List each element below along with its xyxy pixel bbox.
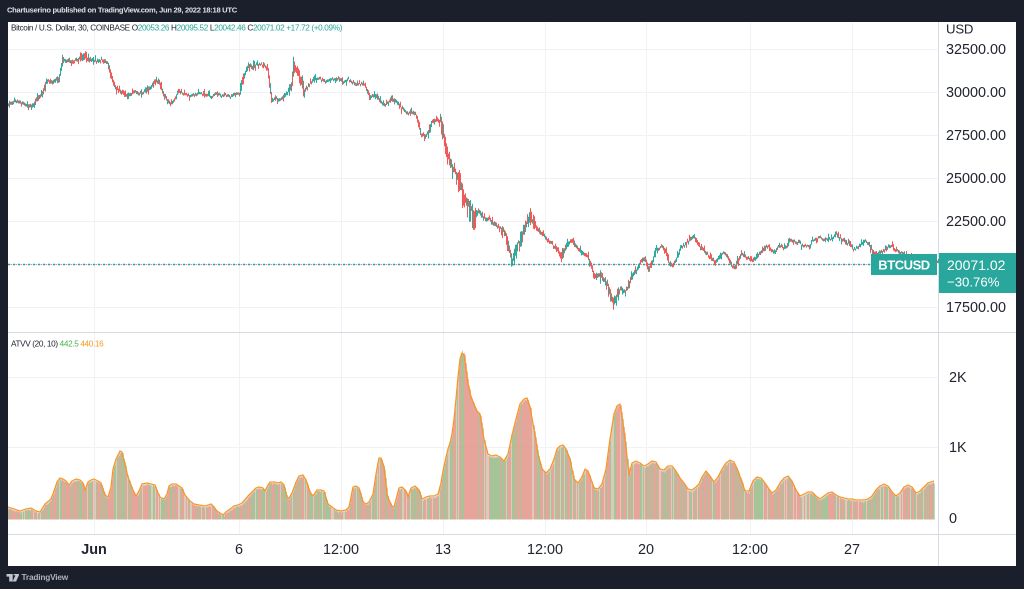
svg-text:2K: 2K: [949, 370, 967, 386]
svg-text:−30.76%: −30.76%: [947, 275, 1000, 290]
svg-text:6: 6: [235, 542, 243, 558]
svg-text:27: 27: [844, 542, 860, 558]
svg-text:ATVV (20, 10) 442.5 440.16: ATVV (20, 10) 442.5 440.16: [11, 340, 104, 349]
svg-text:12:00: 12:00: [527, 542, 563, 558]
svg-text:USD: USD: [946, 22, 973, 37]
svg-text:12:00: 12:00: [323, 542, 359, 558]
svg-text:20: 20: [638, 542, 654, 558]
svg-text:12:00: 12:00: [732, 542, 768, 558]
svg-text:30000.00: 30000.00: [946, 85, 1006, 101]
svg-text:BTCUSD: BTCUSD: [878, 258, 930, 273]
svg-text:13: 13: [435, 542, 451, 558]
svg-text:Jun: Jun: [81, 542, 107, 558]
svg-text:Chartuserino published on Trad: Chartuserino published on TradingView.co…: [7, 6, 238, 15]
svg-text:17500.00: 17500.00: [946, 300, 1006, 316]
svg-text:27500.00: 27500.00: [946, 128, 1006, 144]
svg-text:TradingView: TradingView: [22, 572, 69, 582]
svg-text:20071.02: 20071.02: [947, 257, 1006, 273]
svg-text:32500.00: 32500.00: [946, 42, 1006, 58]
svg-text:1K: 1K: [949, 440, 967, 456]
svg-text:0: 0: [949, 511, 957, 527]
svg-text:22500.00: 22500.00: [946, 214, 1006, 230]
svg-text:25000.00: 25000.00: [946, 171, 1006, 187]
svg-text:Bitcoin / U.S. Dollar, 30, COI: Bitcoin / U.S. Dollar, 30, COINBASE O200…: [11, 24, 343, 33]
